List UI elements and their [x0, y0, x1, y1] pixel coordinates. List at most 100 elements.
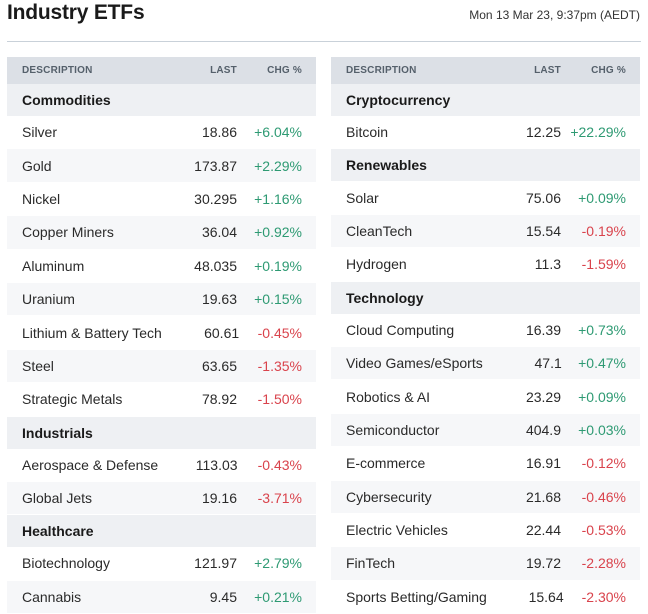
etf-last-price: 19.16	[201, 490, 237, 507]
etf-name[interactable]: Solar	[346, 189, 379, 206]
etf-change-percent: +0.92%	[254, 224, 302, 241]
etf-change-percent: +0.09%	[578, 189, 626, 206]
left-etf-table: DESCRIPTION LAST CHG % Commodities Silver…	[7, 57, 316, 614]
etf-name[interactable]: Robotics & AI	[346, 388, 431, 405]
etf-name[interactable]: Lithium & Battery Tech	[22, 324, 162, 341]
etf-change-percent: +2.29%	[254, 157, 302, 174]
etf-last-price: 16.39	[525, 321, 561, 338]
etf-change-percent: +2.79%	[254, 555, 302, 572]
table-header: DESCRIPTION LAST CHG %	[331, 57, 640, 84]
etf-row[interactable]: Global Jets 19.16 -3.71%	[7, 481, 316, 516]
etf-name[interactable]: Electric Vehicles	[346, 522, 448, 539]
etf-name[interactable]: Hydrogen	[346, 256, 407, 273]
etf-row[interactable]: Cannabis 9.45 +0.21%	[7, 580, 316, 614]
etf-name[interactable]: Video Games/eSports	[346, 355, 483, 372]
etf-row[interactable]: Cybersecurity 21.68 -0.46%	[331, 480, 640, 514]
etf-name[interactable]: Copper Miners	[22, 224, 114, 241]
etf-row[interactable]: Nickel 30.295 +1.16%	[7, 182, 316, 217]
etf-last-price: 113.03	[195, 456, 238, 473]
etf-last-price: 15.54	[525, 222, 561, 239]
etf-row[interactable]: Copper Miners 36.04 +0.92%	[7, 216, 316, 250]
etf-last-price: 75.06	[525, 189, 561, 206]
etf-name[interactable]: Cannabis	[22, 588, 82, 605]
page-title: Industry ETFs	[7, 1, 145, 24]
etf-last-price: 47.1	[534, 355, 562, 372]
etf-last-price: 9.45	[209, 588, 237, 605]
etf-row[interactable]: E-commerce 16.91 -0.12%	[331, 447, 640, 481]
etf-name[interactable]: CleanTech	[346, 222, 413, 239]
etf-row[interactable]: Cloud Computing 16.39 +0.73%	[331, 313, 640, 347]
etf-name[interactable]: Aerospace & Defense	[22, 456, 159, 473]
etf-last-price: 404.9	[525, 421, 561, 438]
etf-change-percent: -1.50%	[257, 391, 302, 408]
etf-last-price: 78.92	[201, 391, 237, 408]
etf-name[interactable]: FinTech	[346, 555, 396, 572]
etf-last-price: 12.25	[525, 124, 561, 141]
etf-name[interactable]: Cloud Computing	[346, 321, 455, 338]
etf-change-percent: -1.35%	[257, 357, 302, 374]
etf-row[interactable]: Robotics & AI 23.29 +0.09%	[331, 380, 640, 414]
etf-row[interactable]: Biotechnology 121.97 +2.79%	[7, 547, 316, 581]
etf-change-percent: -0.45%	[257, 324, 302, 341]
etf-row[interactable]: Gold 173.87 +2.29%	[7, 149, 316, 183]
column-header-last[interactable]: LAST	[210, 65, 237, 76]
etf-name[interactable]: Silver	[22, 124, 58, 141]
etf-row[interactable]: Aerospace & Defense 113.03 -0.43%	[7, 448, 316, 482]
etf-name[interactable]: Uranium	[22, 291, 75, 308]
etf-name[interactable]: Aluminum	[22, 257, 85, 274]
etf-change-percent: +0.47%	[578, 355, 626, 372]
etf-name[interactable]: Strategic Metals	[22, 391, 123, 408]
etf-last-price: 48.035	[194, 257, 237, 274]
etf-change-percent: +0.19%	[254, 257, 302, 274]
category-header: Industrials	[7, 416, 316, 449]
etf-row[interactable]: Steel 63.65 -1.35%	[7, 349, 316, 384]
etf-change-percent: -1.59%	[581, 256, 626, 273]
column-header-last[interactable]: LAST	[534, 65, 561, 76]
etf-row[interactable]: Semiconductor 404.9 +0.03%	[331, 413, 640, 448]
etf-name[interactable]: Cybersecurity	[346, 488, 432, 505]
etf-row[interactable]: Hydrogen 11.3 -1.59%	[331, 248, 640, 282]
etf-last-price: 11.3	[534, 256, 561, 273]
etf-name[interactable]: Sports Betting/Gaming	[346, 588, 487, 605]
etf-row[interactable]: FinTech 19.72 -2.28%	[331, 547, 640, 581]
etf-name[interactable]: Bitcoin	[346, 124, 389, 141]
etf-change-percent: -2.28%	[581, 555, 626, 572]
etf-name[interactable]: Global Jets	[22, 490, 93, 507]
etf-last-price: 22.44	[525, 522, 561, 539]
column-header-change[interactable]: CHG %	[267, 65, 302, 76]
etf-name[interactable]: E-commerce	[346, 455, 426, 472]
category-header: Cryptocurrency	[331, 84, 640, 116]
etf-row[interactable]: Strategic Metals 78.92 -1.50%	[7, 383, 316, 417]
etf-last-price: 16.91	[525, 455, 561, 472]
etf-row[interactable]: Bitcoin 12.25 +22.29%	[331, 116, 640, 150]
etf-name[interactable]: Biotechnology	[22, 555, 110, 572]
etf-name[interactable]: Gold	[22, 157, 52, 174]
etf-row[interactable]: Video Games/eSports 47.1 +0.47%	[331, 346, 640, 381]
etf-last-price: 19.72	[525, 555, 561, 572]
etf-name[interactable]: Steel	[22, 357, 54, 374]
etf-row[interactable]: Electric Vehicles 22.44 -0.53%	[331, 513, 640, 548]
header-divider	[7, 41, 641, 42]
etf-name[interactable]: Semiconductor	[346, 421, 440, 438]
etf-row[interactable]: Solar 75.06 +0.09%	[331, 181, 640, 215]
etf-change-percent: -0.46%	[581, 488, 626, 505]
etf-change-percent: -0.43%	[257, 456, 302, 473]
etf-row[interactable]: Silver 18.86 +6.04%	[7, 116, 316, 150]
etf-change-percent: -0.53%	[581, 522, 626, 539]
column-header-change[interactable]: CHG %	[591, 65, 626, 76]
column-header-description[interactable]: DESCRIPTION	[346, 65, 417, 76]
category-header: Renewables	[331, 149, 640, 182]
etf-row[interactable]: CleanTech 15.54 -0.19%	[331, 214, 640, 249]
column-header-description[interactable]: DESCRIPTION	[22, 65, 93, 76]
etf-row[interactable]: Uranium 19.63 +0.15%	[7, 282, 316, 317]
etf-row[interactable]: Sports Betting/Gaming 15.64 -2.30%	[331, 580, 640, 614]
etf-change-percent: -0.19%	[581, 222, 626, 239]
etf-change-percent: -0.12%	[581, 455, 626, 472]
etf-name[interactable]: Nickel	[22, 190, 61, 207]
etf-row[interactable]: Lithium & Battery Tech 60.61 -0.45%	[7, 316, 316, 350]
etf-row[interactable]: Aluminum 48.035 +0.19%	[7, 249, 316, 283]
etf-last-price: 60.61	[204, 324, 240, 341]
right-etf-list: Cryptocurrency Bitcoin 12.25 +22.29% Renewab…	[331, 84, 640, 614]
etf-last-price: 18.86	[201, 124, 237, 141]
etf-change-percent: -3.71%	[257, 490, 302, 507]
